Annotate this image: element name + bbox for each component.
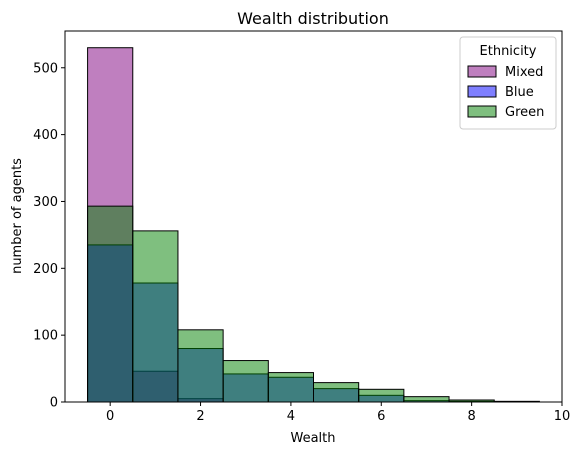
x-axis-title: Wealth — [290, 431, 335, 446]
bar-green-2 — [177, 329, 224, 403]
legend-label-mixed: Mixed — [505, 65, 543, 80]
y-tick-label: 500 — [33, 61, 58, 76]
chart-title: Wealth distribution — [237, 9, 389, 28]
legend-swatch-mixed — [467, 65, 497, 78]
y-tick-label: 100 — [33, 329, 58, 344]
legend-swatch-blue — [467, 85, 497, 98]
legend: Ethnicity Mixed Blue Green — [459, 36, 557, 130]
x-tick-label: 6 — [377, 409, 385, 424]
y-tick-label: 0 — [50, 396, 58, 411]
bar-green-0 — [87, 205, 134, 403]
y-axis-title: number of agents — [10, 158, 25, 274]
legend-items: Mixed Blue Green — [467, 65, 544, 120]
bar-green-6 — [358, 388, 405, 403]
legend-title: Ethnicity — [480, 44, 537, 59]
y-tick-label: 400 — [33, 128, 58, 143]
x-tick-label: 8 — [467, 409, 475, 424]
bar-green-3 — [222, 360, 269, 403]
plot-frame — [64, 30, 563, 403]
legend-label-green: Green — [505, 105, 544, 120]
x-tick-label: 4 — [287, 409, 295, 424]
bar-green-7 — [403, 396, 450, 403]
x-tick-label: 2 — [196, 409, 204, 424]
bar-green-1 — [132, 230, 179, 403]
x-tick-label: 0 — [106, 409, 114, 424]
bars-layer — [87, 47, 540, 403]
bar-green-4 — [267, 372, 314, 403]
y-tick-label: 300 — [33, 195, 58, 210]
legend-label-blue: Blue — [505, 85, 534, 100]
x-tick-label: 10 — [554, 409, 571, 424]
legend-swatch-green — [467, 105, 497, 118]
x-axis: 0 2 4 6 8 10 — [106, 402, 570, 424]
y-tick-label: 200 — [33, 262, 58, 277]
bar-green-5 — [313, 382, 360, 403]
y-axis: 0 100 200 300 400 500 — [33, 61, 65, 411]
